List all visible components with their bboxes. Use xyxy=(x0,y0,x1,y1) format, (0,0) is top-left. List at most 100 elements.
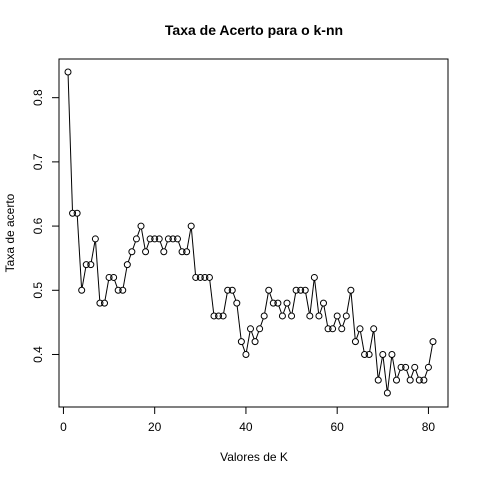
x-tick-label: 0 xyxy=(60,420,67,434)
data-point xyxy=(370,325,378,333)
data-point xyxy=(310,273,318,281)
series-segment xyxy=(319,305,323,314)
data-point xyxy=(269,299,277,307)
series-segment xyxy=(186,228,192,249)
data-point xyxy=(151,235,159,243)
data-point xyxy=(224,286,232,294)
series-segment xyxy=(333,318,337,327)
series-segment xyxy=(337,318,342,327)
plot-frame xyxy=(58,58,449,408)
data-point xyxy=(155,235,163,243)
data-point xyxy=(324,325,332,333)
x-tick-label: 60 xyxy=(331,420,345,434)
y-tick-label: 0.7 xyxy=(31,153,45,170)
data-point xyxy=(379,350,387,358)
data-point xyxy=(101,299,108,307)
series-segment xyxy=(346,293,351,314)
data-point xyxy=(274,299,282,307)
y-tick-label: 0.4 xyxy=(31,346,45,363)
data-point xyxy=(256,325,264,333)
series-segment xyxy=(360,331,365,352)
data-point xyxy=(215,312,223,320)
series-segment xyxy=(178,241,182,250)
data-point xyxy=(265,286,273,294)
data-point xyxy=(361,350,369,358)
series-segment xyxy=(190,229,196,275)
data-point xyxy=(146,235,154,243)
data-point xyxy=(374,376,382,384)
chart-title: Taxa de Acerto para o k-nn xyxy=(165,22,343,38)
series-segment xyxy=(241,344,246,352)
series-segment xyxy=(90,241,96,262)
series-segment xyxy=(245,331,251,352)
series-segment xyxy=(81,267,87,288)
data-point xyxy=(260,312,268,320)
series-segment xyxy=(309,280,315,314)
data-point xyxy=(420,376,428,384)
series-segment xyxy=(159,241,164,250)
series-segment xyxy=(323,305,329,326)
data-point xyxy=(114,286,122,294)
series-segment xyxy=(342,318,346,327)
series-segment xyxy=(95,241,101,301)
data-point xyxy=(424,363,432,371)
series-segment xyxy=(136,228,141,237)
data-point xyxy=(383,389,391,397)
series-segment xyxy=(387,357,393,391)
data-point xyxy=(201,273,209,281)
data-point xyxy=(283,299,291,307)
series-segment xyxy=(251,331,255,339)
data-point xyxy=(365,350,373,358)
data-point xyxy=(187,222,195,230)
data-point xyxy=(342,312,350,320)
series-segment xyxy=(236,306,242,339)
data-point xyxy=(110,273,118,281)
series-segment xyxy=(406,369,410,378)
data-point xyxy=(320,299,327,307)
series-segment xyxy=(114,280,118,288)
y-tick-label: 0.6 xyxy=(31,217,45,234)
data-point xyxy=(338,325,346,333)
data-point xyxy=(192,273,200,281)
data-point xyxy=(233,299,241,307)
data-point xyxy=(210,312,218,320)
series-segment xyxy=(415,369,419,378)
data-point xyxy=(160,248,168,256)
data-point xyxy=(315,312,323,320)
data-point xyxy=(356,325,364,333)
series-segment xyxy=(76,216,83,288)
series-segment xyxy=(164,241,168,250)
series-taxa-de-acerto xyxy=(64,68,437,397)
series-segment xyxy=(428,344,433,365)
data-point xyxy=(351,338,359,346)
data-point xyxy=(393,376,400,384)
series-segment xyxy=(369,331,374,352)
y-axis-label: Taxa de acerto xyxy=(3,193,17,272)
data-point xyxy=(297,286,305,294)
data-point xyxy=(292,286,300,294)
data-point xyxy=(406,376,414,384)
series-segment xyxy=(305,293,310,314)
series-segment xyxy=(382,357,388,391)
data-point xyxy=(132,235,140,243)
data-point xyxy=(278,312,286,320)
series-segment xyxy=(122,267,128,288)
data-point xyxy=(142,248,150,256)
series-segment xyxy=(350,293,356,339)
series-segment xyxy=(209,280,215,314)
data-point xyxy=(123,261,131,269)
series-segment xyxy=(132,241,136,250)
data-point xyxy=(169,235,177,243)
data-point xyxy=(205,273,213,281)
data-point xyxy=(73,209,81,217)
data-point xyxy=(137,222,145,230)
series-segment xyxy=(104,280,110,301)
data-point xyxy=(164,235,172,243)
data-point xyxy=(178,248,186,256)
series-segment xyxy=(223,293,228,314)
data-point xyxy=(415,376,423,384)
series-segment xyxy=(291,293,297,314)
data-point xyxy=(411,363,419,371)
series-segment xyxy=(264,293,269,314)
data-point xyxy=(429,338,437,346)
